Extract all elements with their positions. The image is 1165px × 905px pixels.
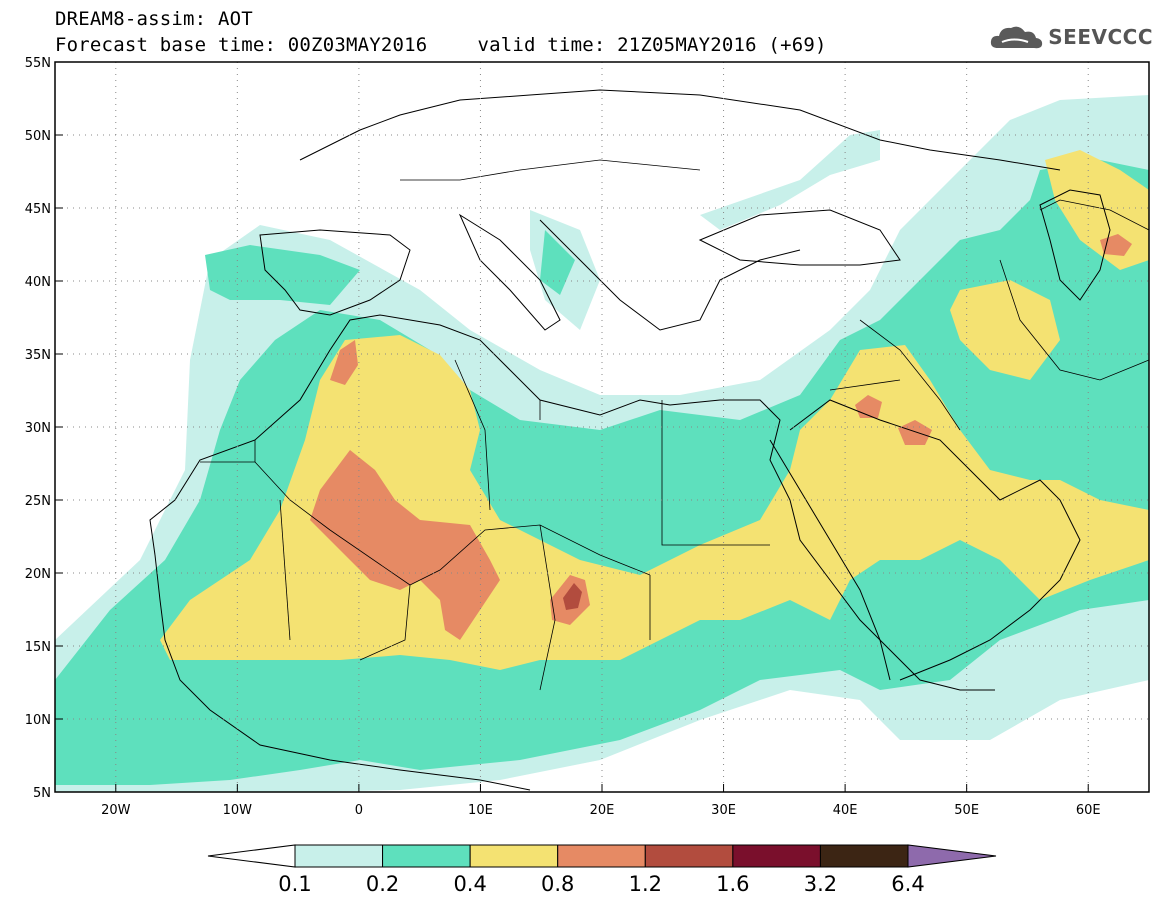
y-tick-label: 5N <box>33 786 51 801</box>
colorbar-swatch <box>732 844 821 868</box>
coastline-caspian <box>1039 189 1111 301</box>
y-tick-label: 10N <box>25 713 51 728</box>
x-tick-label: 10W <box>223 803 253 818</box>
aot-band-0.2-iberia <box>205 245 360 305</box>
coastline-balkans <box>539 219 801 331</box>
aot-band-0.8-iraq-2 <box>898 420 932 445</box>
colorbar-over-arrow <box>907 844 997 868</box>
coastline-africa <box>149 314 995 691</box>
x-tick-label: 60E <box>1076 803 1101 818</box>
colorbar-swatch <box>557 844 646 868</box>
coastline-europe <box>299 89 1061 171</box>
y-tick-label: 20N <box>25 567 51 582</box>
x-tick-label: 30E <box>711 803 736 818</box>
x-tick-label: 40E <box>833 803 858 818</box>
coastline-black-sea <box>698 209 901 266</box>
x-tick-label: 20W <box>101 803 131 818</box>
y-tick-label: 25N <box>25 494 51 509</box>
colorbar-level-label: 0.8 <box>541 872 575 896</box>
coastline-arabia <box>789 399 1081 681</box>
seevccc-logo: SEEVCCC <box>988 22 1153 52</box>
x-tick-label: 0 <box>355 803 363 818</box>
country-borders <box>200 159 1149 691</box>
y-tick-label: 45N <box>25 202 51 217</box>
coastlines <box>149 89 1111 791</box>
x-tick-label: 20E <box>590 803 615 818</box>
aot-band-1.2 <box>563 583 582 610</box>
y-tick-label: 30N <box>25 421 51 436</box>
colorbar-level-label: 0.4 <box>453 872 487 896</box>
coastline-iberia <box>259 229 411 316</box>
colorbar-level-label: 6.4 <box>891 872 925 896</box>
forecast-times: Forecast base time: 00Z03MAY2016 valid ti… <box>55 34 827 56</box>
aot-band-0.8-atlas <box>330 340 358 385</box>
y-tick-label: 35N <box>25 348 51 363</box>
valid-time: valid time: 21Z05MAY2016 (+69) <box>477 34 827 56</box>
colorbar-level-label: 1.2 <box>628 872 662 896</box>
coastline-italy <box>458 213 561 331</box>
y-tick-label: 40N <box>25 275 51 290</box>
y-tick-label: 15N <box>25 640 51 655</box>
colorbar <box>207 844 997 868</box>
colorbar-level-label: 3.2 <box>803 872 838 896</box>
x-tick-label: 50E <box>954 803 979 818</box>
y-tick-label: 55N <box>25 56 51 71</box>
colorbar-swatch <box>294 844 384 868</box>
aot-band-0.4-iran <box>950 280 1060 380</box>
colorbar-swatch <box>819 844 909 868</box>
colorbar-swatch <box>469 844 559 868</box>
coastline-west-africa <box>154 554 531 791</box>
coastline-red-sea <box>769 439 891 681</box>
colorbar-swatch <box>644 844 734 868</box>
base-time: Forecast base time: 00Z03MAY2016 <box>55 34 428 56</box>
y-tick-label: 50N <box>25 129 51 144</box>
colorbar-swatch <box>382 844 471 868</box>
x-tick-label: 10E <box>468 803 493 818</box>
aot-band-0.2-balkans <box>540 230 575 295</box>
aot-band-0.1-europe <box>530 130 880 330</box>
cloud-icon <box>991 26 1043 49</box>
colorbar-under-arrow <box>207 844 296 868</box>
colorbar-level-label: 1.6 <box>716 872 750 896</box>
colorbar-level-label: 0.2 <box>365 872 400 896</box>
axis-ticks: 20W 10W 0 10E 20E 30E 40E 50E 60E 55N 50N 45N 40N 35N… <box>25 56 1101 818</box>
map-title: DREAM8-assim: AOT <box>55 8 253 30</box>
colorbar-level-label: 0.1 <box>278 872 312 896</box>
logo-text: SEEVCCC <box>1048 25 1153 49</box>
aot-band-0.8 <box>310 450 500 640</box>
